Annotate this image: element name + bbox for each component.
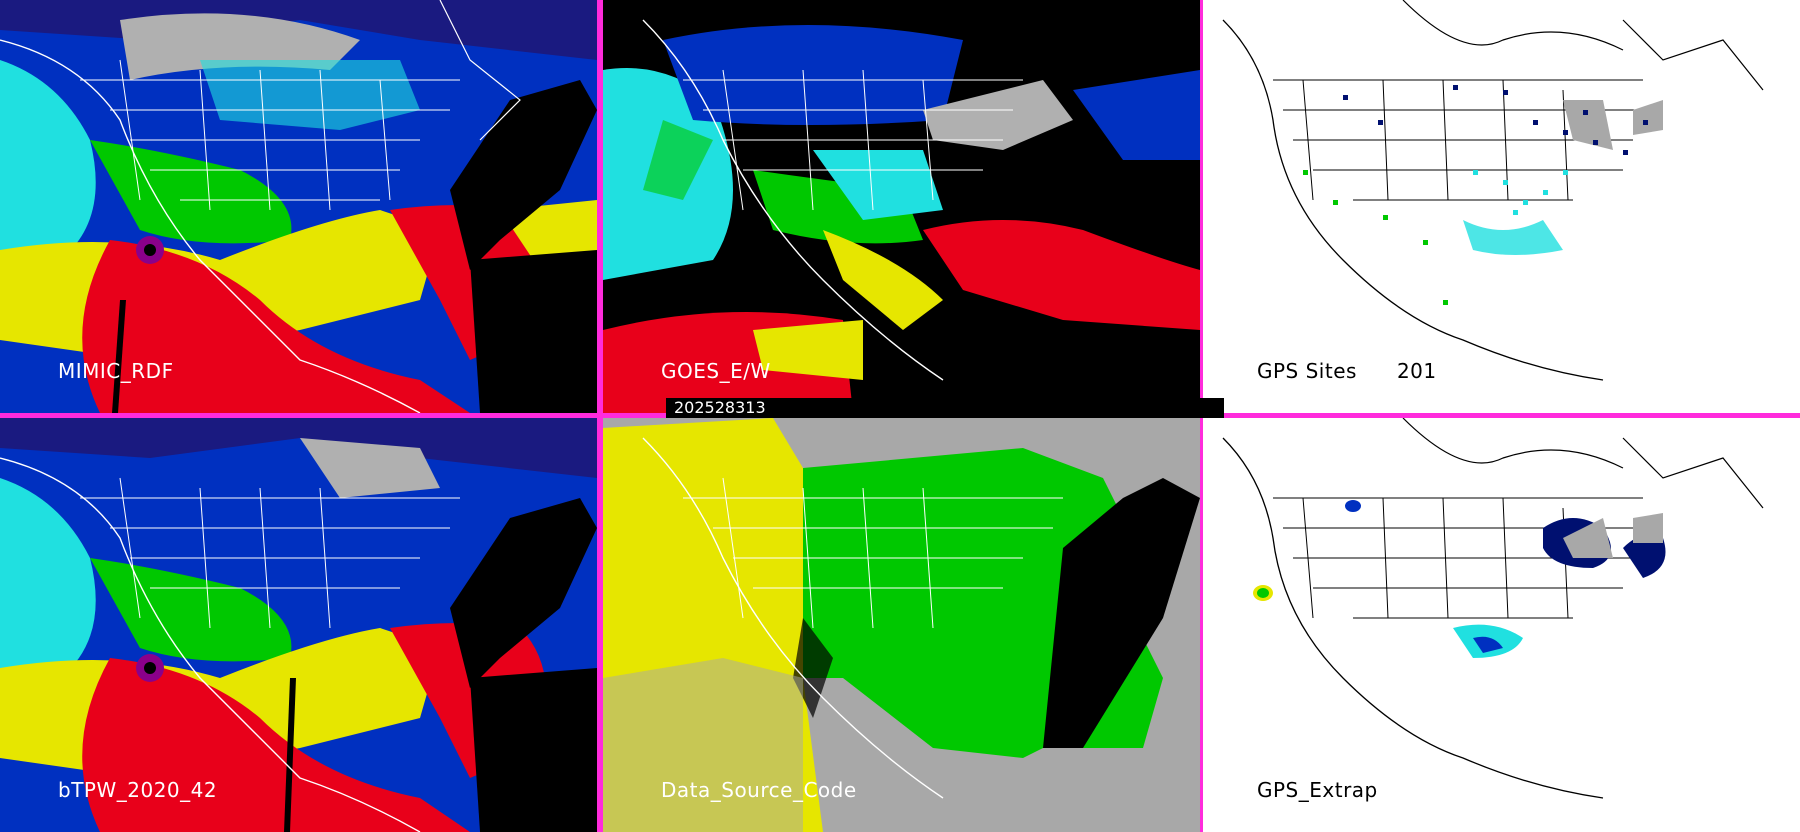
gps-sites-map [1203,0,1800,413]
btpw-map [0,418,597,832]
gps-sites-label: GPS Sites [1257,359,1357,383]
panel-label: Data_Source_Code [661,778,857,802]
gps-sites-panel: GPS Sites 201 [1203,0,1800,413]
goes-map [603,0,1200,413]
btpw-panel: bTPW_2020_42 [0,418,597,832]
gps-site-count: 201 [1396,359,1437,383]
mimic-rdf-panel: MIMIC_RDF [0,0,597,413]
data-source-panel: Data_Source_Code [603,418,1200,832]
data-source-map [603,418,1200,832]
mimic-rdf-map [0,0,597,413]
gps-extrap-map [1203,418,1800,832]
panel-label: MIMIC_RDF [58,359,174,383]
panel-label: GOES_E/W [661,359,771,383]
panel-label: bTPW_2020_42 [58,778,218,802]
goes-panel: GOES_E/W [603,0,1200,413]
gps-extrap-panel: GPS_Extrap [1203,418,1800,832]
panel-label: GPS_Extrap [1257,778,1378,802]
timestamp-bar: 202528313 [666,398,1224,418]
panel-label: GPS Sites 201 [1257,359,1437,383]
